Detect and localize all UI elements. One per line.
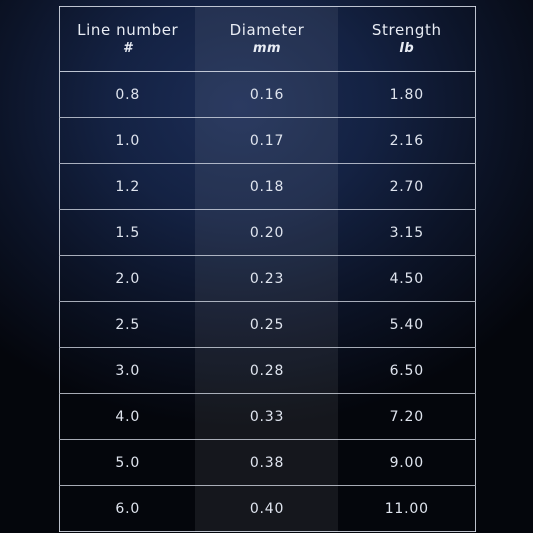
table-row: 6.0 0.40 11.00 (59, 485, 476, 532)
cell-diameter: 0.16 (249, 86, 285, 103)
cell-strength: 11.00 (384, 500, 429, 517)
table-row: 1.2 0.18 2.70 (59, 163, 476, 210)
cell-diameter: 0.20 (249, 224, 285, 241)
cell-line-number: 6.0 (115, 500, 141, 517)
table-row: 5.0 0.38 9.00 (59, 439, 476, 486)
table-row: 2.5 0.25 5.40 (59, 301, 476, 348)
column-header-unit: lb (399, 41, 415, 57)
cell-diameter: 0.38 (249, 454, 285, 471)
cell-line-number: 5.0 (115, 454, 141, 471)
column-header-unit: # (122, 41, 133, 57)
column-header-line-number: Line number # (60, 7, 196, 72)
cell-diameter: 0.17 (249, 132, 285, 149)
cell-diameter: 0.28 (249, 362, 285, 379)
column-header-diameter: Diameter mm (196, 7, 339, 72)
cell-line-number: 2.0 (115, 270, 141, 287)
column-header-label: Diameter (229, 21, 305, 40)
cell-strength: 7.20 (389, 408, 424, 425)
table-row: 0.8 0.16 1.80 (59, 71, 476, 118)
column-header-strength: Strength lb (339, 7, 476, 72)
cell-strength: 9.00 (389, 454, 424, 471)
table-row: 1.5 0.20 3.15 (59, 209, 476, 256)
cell-line-number: 3.0 (115, 362, 141, 379)
column-header-unit: mm (252, 41, 282, 57)
table-body: 0.8 0.16 1.80 1.0 0.17 2.16 1.2 0.18 2.7… (59, 71, 476, 532)
header-row: Line number # Diameter mm Strength lb (59, 7, 476, 72)
cell-line-number: 1.5 (115, 224, 141, 241)
cell-strength: 3.15 (389, 224, 424, 241)
column-header-label: Strength (371, 21, 442, 40)
cell-strength: 6.50 (389, 362, 424, 379)
cell-diameter: 0.18 (249, 178, 285, 195)
column-header-label: Line number (77, 21, 179, 40)
cell-strength: 4.50 (389, 270, 424, 287)
cell-line-number: 4.0 (115, 408, 141, 425)
cell-line-number: 2.5 (115, 316, 141, 333)
table-row: 2.0 0.23 4.50 (59, 255, 476, 302)
table-header: Line number # Diameter mm Strength lb (59, 7, 476, 72)
line-spec-table: Line number # Diameter mm Strength lb 0.… (59, 6, 476, 532)
cell-diameter: 0.25 (249, 316, 285, 333)
cell-strength: 1.80 (389, 86, 424, 103)
cell-diameter: 0.40 (249, 500, 285, 517)
cell-strength: 2.16 (389, 132, 424, 149)
cell-strength: 2.70 (389, 178, 424, 195)
table-row: 1.0 0.17 2.16 (59, 117, 476, 164)
cell-line-number: 1.0 (115, 132, 141, 149)
cell-diameter: 0.33 (249, 408, 285, 425)
table-row: 4.0 0.33 7.20 (59, 393, 476, 440)
table-row: 3.0 0.28 6.50 (59, 347, 476, 394)
cell-strength: 5.40 (389, 316, 424, 333)
cell-line-number: 1.2 (115, 178, 141, 195)
cell-line-number: 0.8 (115, 86, 141, 103)
cell-diameter: 0.23 (249, 270, 285, 287)
